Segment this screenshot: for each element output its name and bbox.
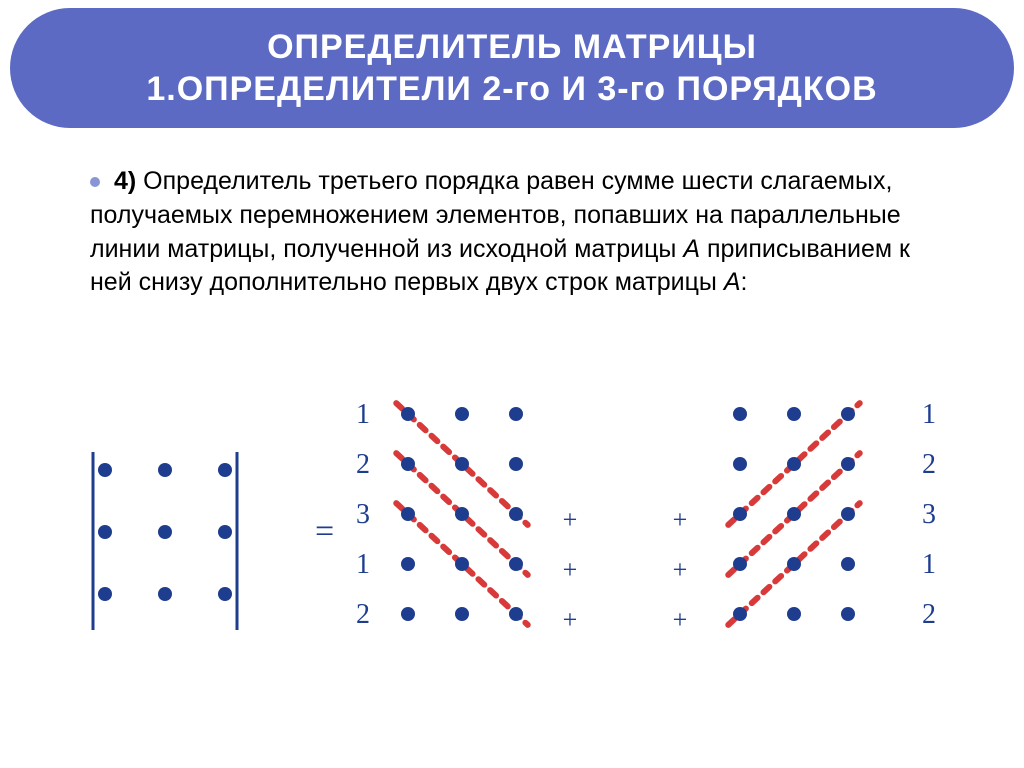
right-grid-dot [787,457,801,471]
left-grid-row-label: 1 [356,549,370,580]
det-dot [158,463,172,477]
det-dot [98,463,112,477]
right-grid-dot [787,507,801,521]
left-grid-dot [509,457,523,471]
right-grid-dot [841,407,855,421]
left-grid-dot [401,457,415,471]
left-grid-dot [401,507,415,521]
left-grid-dot [455,507,469,521]
right-grid-dot [733,607,747,621]
det-dot [98,587,112,601]
right-grid-dot [841,507,855,521]
right-grid-dot [733,557,747,571]
bullet-icon [90,177,100,187]
det-dot [158,587,172,601]
left-grid-row-label: 1 [356,399,370,430]
body-part-2: : [741,268,748,296]
right-grid-dot [787,607,801,621]
left-grid-dot [509,407,523,421]
right-grid-row-label: 1 [922,399,936,430]
left-grid-row-label: 2 [356,449,370,480]
right-grid-row-label: 2 [922,599,936,630]
left-grid-dot [401,557,415,571]
equals-sign: = [315,513,334,550]
right-grid-dot [787,557,801,571]
right-grid-dot [841,457,855,471]
plus-sign: + [563,605,578,634]
right-grid-dot [733,507,747,521]
right-grid-dot [787,407,801,421]
left-grid-dot [509,607,523,621]
plus-sign: + [563,555,578,584]
det-dot [158,525,172,539]
italic-a-2: A [724,268,741,296]
left-grid-dot [509,557,523,571]
slide: ОПРЕДЕЛИТЕЛЬ МАТРИЦЫ 1.ОПРЕДЕЛИТЕЛИ 2-го… [0,0,1024,768]
left-grid-dot [455,457,469,471]
item-number: 4) [114,167,136,195]
plus-sign: + [673,555,688,584]
italic-a-1: A [683,235,700,263]
right-grid-row-label: 3 [922,499,936,530]
diagram-svg: = 1 2 3 1 2 1 2 3 1 2 + + + + + + [60,390,970,710]
left-grid-dot [455,407,469,421]
det-dot [218,463,232,477]
left-grid-dot [401,607,415,621]
slide-title: ОПРЕДЕЛИТЕЛЬ МАТРИЦЫ 1.ОПРЕДЕЛИТЕЛИ 2-го… [10,8,1014,128]
left-grid-dot [455,607,469,621]
left-grid-row-label: 2 [356,599,370,630]
right-grid-row-label: 2 [922,449,936,480]
body-text: 4) Определитель третьего порядка равен с… [90,165,950,300]
title-line1: ОПРЕДЕЛИТЕЛЬ МАТРИЦЫ [267,26,757,69]
sarrus-diagram: = 1 2 3 1 2 1 2 3 1 2 + + + + + + [60,390,970,710]
left-grid-row-label: 3 [356,499,370,530]
det-dot [218,587,232,601]
left-grid-dot [455,557,469,571]
right-grid-row-label: 1 [922,549,936,580]
plus-sign: + [563,505,578,534]
left-grid-dot [509,507,523,521]
det-dot [98,525,112,539]
det-dot [218,525,232,539]
right-grid-dot [733,407,747,421]
title-line2: 1.ОПРЕДЕЛИТЕЛИ 2-го И 3-го ПОРЯДКОВ [146,68,877,111]
left-grid-dot [401,407,415,421]
right-grid-dot [841,607,855,621]
right-grid-dot [841,557,855,571]
right-grid-dot [733,457,747,471]
plus-sign: + [673,505,688,534]
plus-sign: + [673,605,688,634]
